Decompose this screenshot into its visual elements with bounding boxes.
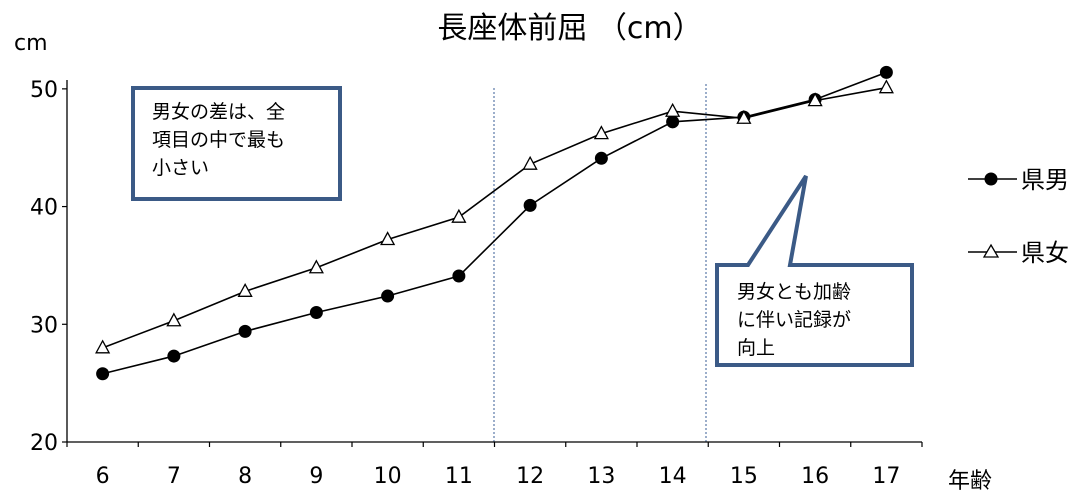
x-tick-label: 17 xyxy=(872,464,900,489)
y-tick-label: 20 xyxy=(30,431,58,456)
legend-marker-male xyxy=(984,172,998,186)
data-point-female xyxy=(807,92,823,107)
x-tick-label: 14 xyxy=(659,464,687,489)
data-point-female xyxy=(95,339,111,354)
y-tick-label: 30 xyxy=(30,313,58,338)
y-ticks: 20 30 40 50 xyxy=(30,78,67,456)
series-line-female xyxy=(102,86,887,349)
data-point-female xyxy=(308,259,324,274)
x-tick-label: 11 xyxy=(445,464,473,489)
data-point-male xyxy=(167,349,181,363)
annotation-box-gender-gap xyxy=(131,86,342,201)
data-point-female xyxy=(380,231,396,246)
x-tick-label: 12 xyxy=(516,464,544,489)
series-layer xyxy=(95,65,894,381)
data-point-female xyxy=(522,155,538,170)
annotation-text-age: 男女とも加齢 に伴い記録が 向上 xyxy=(737,281,852,359)
data-point-male xyxy=(96,367,110,381)
legend-label-male: 県男 xyxy=(1021,166,1069,194)
legend-label-female: 県女 xyxy=(1021,239,1069,267)
chart-title: 長座体前屈 （cm） xyxy=(437,11,702,46)
y-axis-unit: cm xyxy=(14,31,48,56)
legend-marker-female xyxy=(982,243,1000,258)
y-tick-label: 40 xyxy=(30,196,58,221)
data-point-female xyxy=(736,109,752,124)
x-tick-label: 10 xyxy=(374,464,402,489)
data-point-female xyxy=(878,79,894,94)
annotation-callout-age xyxy=(715,174,914,367)
data-point-female xyxy=(665,102,681,117)
data-point-male xyxy=(523,198,537,212)
data-point-female xyxy=(166,312,182,327)
data-point-female xyxy=(593,125,609,140)
data-point-male xyxy=(238,324,252,338)
x-tick-label: 7 xyxy=(167,464,181,489)
data-point-female xyxy=(237,282,253,297)
x-tick-label: 15 xyxy=(730,464,758,489)
y-tick-label: 50 xyxy=(30,78,58,103)
x-tick-label: 6 xyxy=(96,464,110,489)
data-point-male xyxy=(666,115,680,129)
data-point-female xyxy=(451,208,467,223)
data-point-male xyxy=(309,306,323,320)
x-tick-label: 8 xyxy=(238,464,252,489)
data-point-male xyxy=(879,65,893,79)
x-tick-label: 16 xyxy=(801,464,829,489)
data-point-male xyxy=(381,289,395,303)
series-line-male xyxy=(102,71,887,375)
data-point-male xyxy=(594,151,608,165)
x-tick-label: 9 xyxy=(309,464,323,489)
x-ticks: 6 7 8 9 10 11 12 13 14 15 16 17 xyxy=(66,442,923,489)
x-axis-label: 年齢 xyxy=(948,469,992,494)
legend: 県男 県女 xyxy=(968,166,1069,267)
x-tick-label: 13 xyxy=(587,464,615,489)
data-point-male xyxy=(452,269,466,283)
annotation-text-gender-gap: 男女の差は、全 項目の中で最も 小さい xyxy=(152,101,286,179)
